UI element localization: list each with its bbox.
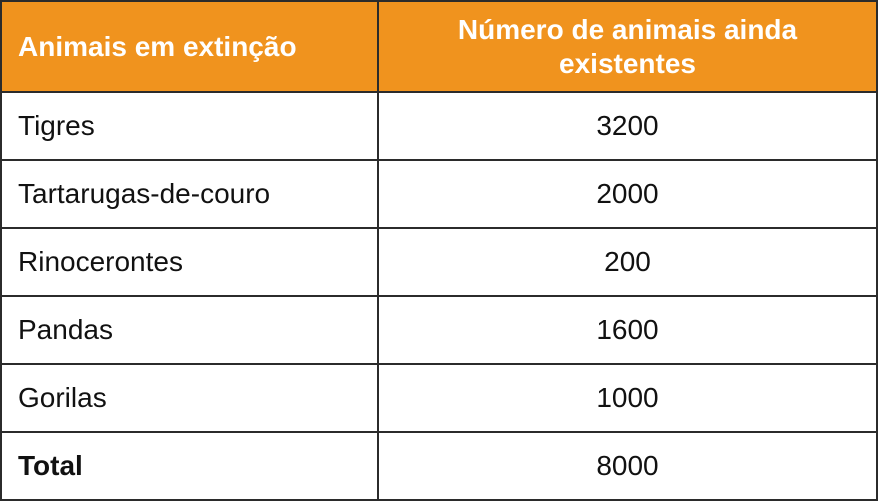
count-cell: 1600 <box>379 297 878 365</box>
count-cell: 2000 <box>379 161 878 229</box>
header-cell: Número de animais ainda existentes <box>379 2 878 93</box>
count-cell: 3200 <box>379 93 878 161</box>
count-cell: 200 <box>379 229 878 297</box>
animal-cell: Tigres <box>2 93 379 161</box>
header-cell: Animais em extinção <box>2 2 379 93</box>
animal-cell: Tartarugas-de-couro <box>2 161 379 229</box>
count-cell: 1000 <box>379 365 878 433</box>
animal-cell: Gorilas <box>2 365 379 433</box>
animal-cell: Pandas <box>2 297 379 365</box>
animal-cell: Total <box>2 433 379 501</box>
count-cell: 8000 <box>379 433 878 501</box>
animal-cell: Rinocerontes <box>2 229 379 297</box>
